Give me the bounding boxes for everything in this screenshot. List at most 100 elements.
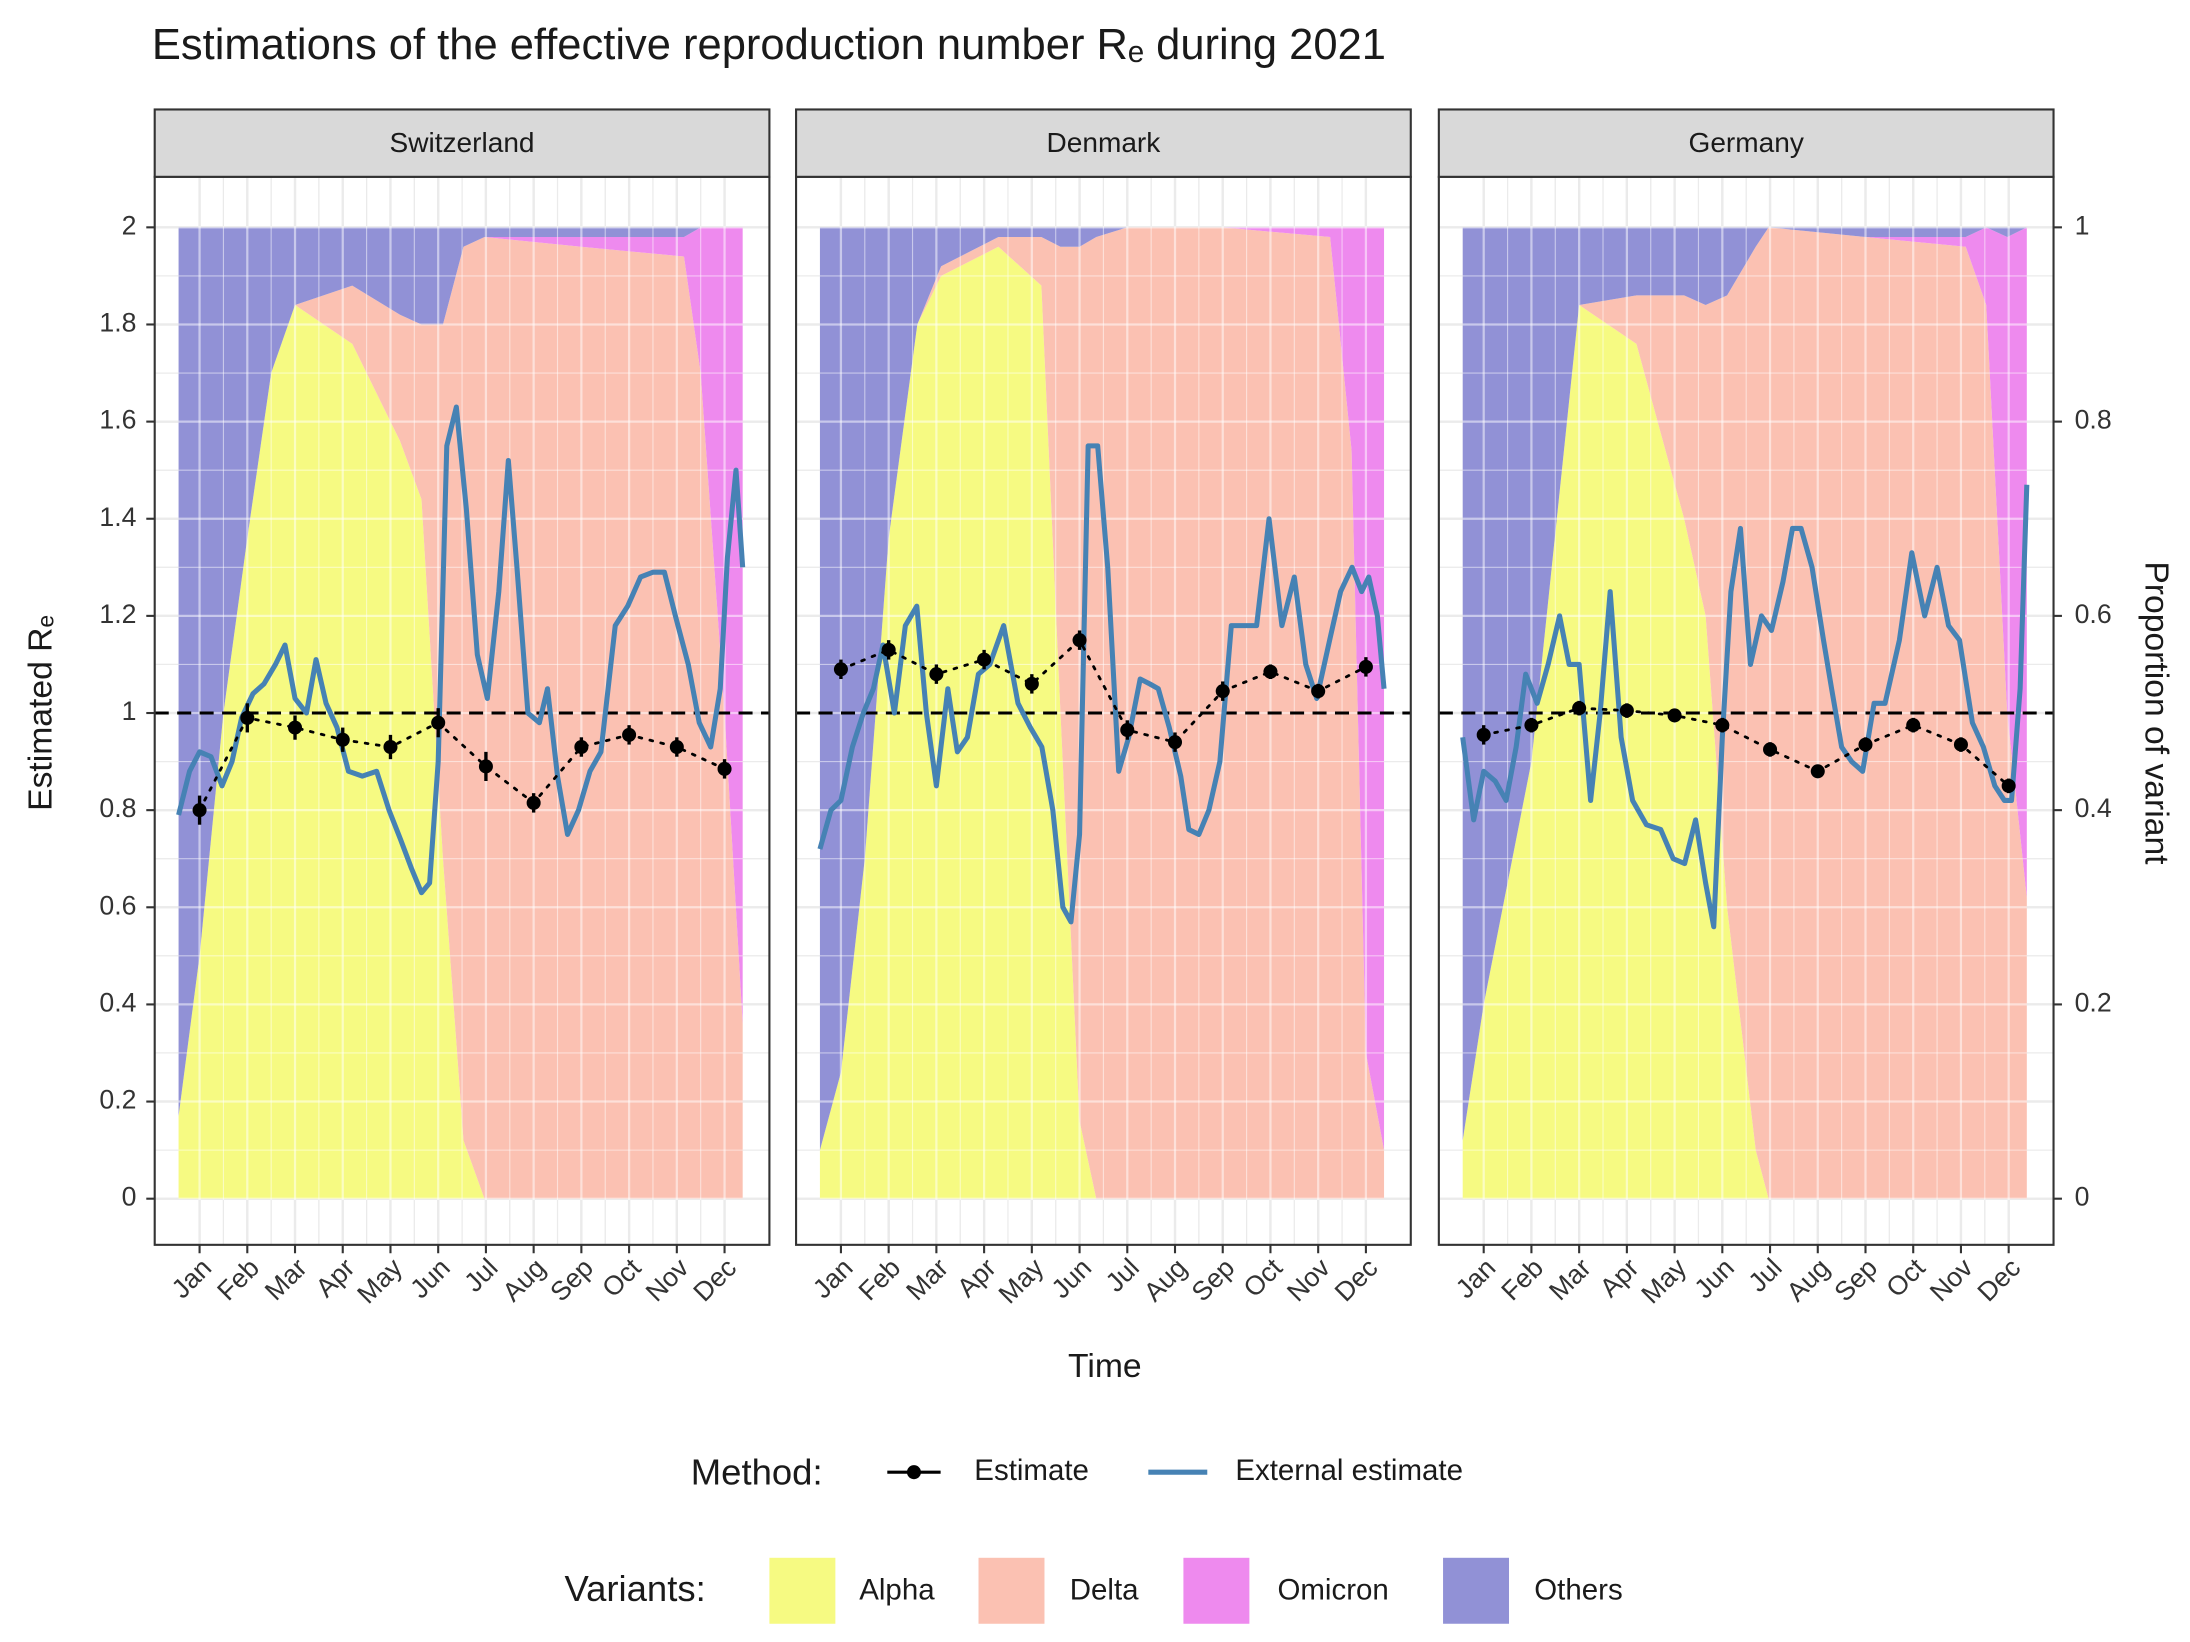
- y2-tick-label: 0.6: [2075, 599, 2112, 629]
- x-tick-label: Feb: [1495, 1252, 1549, 1306]
- facet-strip: [1437, 108, 2055, 178]
- x-tick-label: Sep: [1828, 1252, 1883, 1307]
- y-tick-label: 1.2: [99, 599, 136, 629]
- x-tick-label: Aug: [497, 1252, 552, 1307]
- estimate-point: [1263, 664, 1278, 679]
- x-tick-label: Feb: [853, 1252, 907, 1306]
- estimate-point: [929, 667, 944, 682]
- x-tick-label: Dec: [1972, 1252, 2027, 1307]
- legend-label: Estimate: [974, 1454, 1089, 1487]
- x-tick-label: Apr: [951, 1252, 1002, 1303]
- estimate-point: [977, 652, 992, 667]
- estimate-point: [1763, 742, 1778, 757]
- x-axis-title: Time: [1068, 1348, 1142, 1385]
- y-tick-label: 0.2: [99, 1085, 136, 1115]
- facet-strip: [795, 108, 1412, 178]
- legend-swatch: [1443, 1557, 1510, 1624]
- x-tick-label: Oct: [1238, 1252, 1289, 1303]
- estimate-point: [1810, 764, 1825, 779]
- estimate-line: [1482, 706, 2011, 788]
- x-tick-label: Jun: [404, 1252, 456, 1304]
- y-tick-label: 0.6: [99, 890, 136, 920]
- estimate-point: [1120, 722, 1135, 738]
- y-tick-label: 0.4: [99, 987, 136, 1017]
- x-tick-label: Nov: [640, 1252, 695, 1307]
- y2-tick-label: 0: [2075, 1182, 2090, 1212]
- variant-area: [1462, 227, 2027, 1141]
- x-tick-label: May: [351, 1252, 408, 1309]
- y-axis-title: Estimated Rₑ: [22, 615, 59, 811]
- y2-tick-label: 0.2: [2075, 987, 2112, 1017]
- x-tick-label: Jan: [166, 1252, 218, 1304]
- estimate-point: [669, 739, 684, 755]
- x-tick-label: Jul: [1100, 1252, 1145, 1297]
- estimate-point: [192, 803, 207, 818]
- x-tick-label: Mar: [900, 1252, 954, 1306]
- legend-swatch: [769, 1557, 836, 1624]
- y-tick-label: 1.8: [99, 308, 136, 338]
- facet-label: Switzerland: [390, 127, 535, 158]
- estimate-point: [1572, 701, 1587, 716]
- y2-axis-title: Proportion of variant: [2138, 561, 2175, 865]
- y2-tick-label: 0.4: [2075, 793, 2112, 823]
- x-tick-label: Nov: [1281, 1252, 1336, 1307]
- x-tick-label: Nov: [1924, 1252, 1979, 1307]
- estimate-point: [833, 662, 848, 677]
- estimate-point: [881, 642, 896, 657]
- estimate-point: [1858, 737, 1873, 752]
- estimate-line: [198, 716, 726, 812]
- x-tick-label: Jun: [1046, 1252, 1098, 1304]
- estimate-point: [478, 759, 493, 774]
- y-tick-label: 1.4: [99, 502, 136, 532]
- variant-area: [819, 227, 1385, 1151]
- estimate-point: [1715, 718, 1730, 733]
- x-tick-label: Aug: [1138, 1252, 1193, 1307]
- estimate-point: [1476, 727, 1491, 742]
- external-estimate-line: [176, 404, 746, 896]
- estimate-point: [1619, 703, 1634, 718]
- legend-label: Delta: [1070, 1573, 1139, 1606]
- estimate-point: [622, 727, 637, 742]
- x-tick-label: Oct: [596, 1252, 647, 1303]
- x-tick-label: Oct: [1880, 1252, 1931, 1303]
- x-tick-label: May: [1635, 1252, 1692, 1309]
- legend-label: External estimate: [1235, 1454, 1463, 1487]
- estimate-line: [839, 637, 1368, 744]
- estimate-point: [1667, 708, 1682, 723]
- legend-label: Alpha: [859, 1573, 935, 1606]
- y2-tick-label: 1: [2075, 210, 2090, 240]
- estimate-point: [1072, 633, 1087, 648]
- x-tick-label: Mar: [259, 1252, 313, 1306]
- y2-tick-label: 0.8: [2075, 405, 2112, 435]
- variant-area: [1462, 305, 2027, 1199]
- external-estimate-line: [817, 443, 1387, 925]
- y-tick-label: 2: [122, 210, 137, 240]
- y-tick-label: 1.6: [99, 405, 136, 435]
- legend-label: Omicron: [1277, 1573, 1388, 1606]
- estimate-point: [526, 795, 541, 810]
- legend-swatch: [978, 1557, 1045, 1624]
- y-tick-label: 0: [122, 1182, 137, 1212]
- x-tick-label: Feb: [211, 1252, 265, 1306]
- legend-swatch: [1183, 1557, 1250, 1624]
- y-tick-label: 0.8: [99, 793, 136, 823]
- x-tick-label: Jan: [807, 1252, 859, 1304]
- variant-area: [178, 227, 743, 1117]
- x-tick-label: Sep: [544, 1252, 599, 1307]
- estimate-point: [1024, 676, 1039, 691]
- x-tick-label: Sep: [1186, 1252, 1241, 1307]
- estimate-point: [2001, 778, 2016, 793]
- x-tick-label: Jul: [1742, 1252, 1787, 1297]
- legend-label: Others: [1534, 1573, 1622, 1606]
- y-tick-label: 1: [122, 696, 137, 726]
- x-tick-label: Apr: [310, 1252, 361, 1303]
- x-tick-label: Apr: [1594, 1252, 1645, 1303]
- estimate-point: [431, 715, 446, 730]
- chart-title: Estimations of the effective reproductio…: [152, 21, 1386, 69]
- legend-key: [906, 1465, 921, 1480]
- estimate-point: [383, 739, 398, 755]
